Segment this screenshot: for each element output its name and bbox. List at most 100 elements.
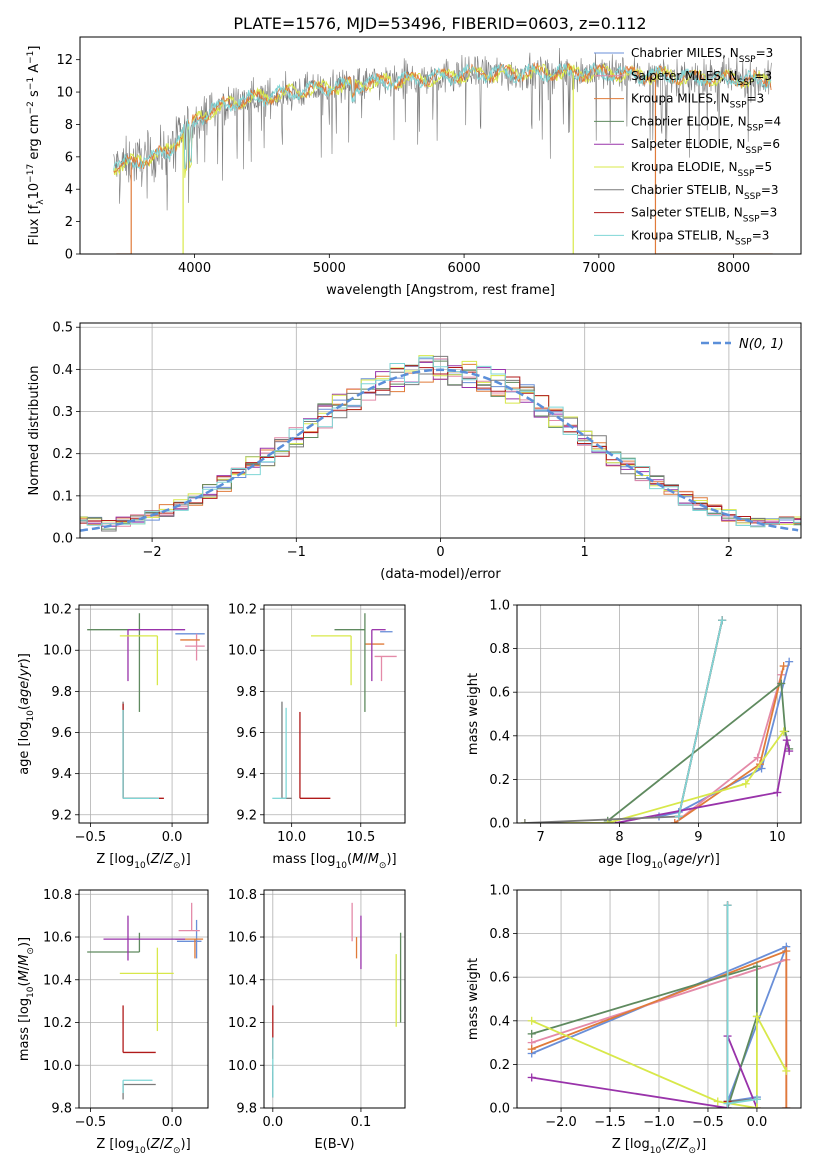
- y-axis-label: mass [log10(M/M⊙)]: [17, 937, 36, 1061]
- x-tick-label: −0.5: [75, 1115, 107, 1130]
- x-tick-label: −0.5: [692, 1115, 724, 1130]
- weight-series: [531, 1015, 788, 1108]
- residuals-panel: −2 −1 0 1 2 0.0 0.1 0.2 0.3 0.4 0.5 N(0, 1) (data-mo…: [27, 321, 802, 582]
- y-tick-label: 0.2: [489, 1058, 510, 1073]
- y-tick-label: 9.8: [236, 685, 257, 700]
- figure-title: PLATE=1576, MJD=53496, FIBERID=0603, z=0…: [233, 14, 646, 33]
- y-tick-label: 0.8: [489, 927, 510, 942]
- age_vs_Z-panel: −0.5 0.0 9.2 9.4 9.6 9.8 10.0 10.2 Z [log10(Z/Z⊙…: [17, 603, 209, 871]
- y-tick-label: 10.2: [43, 1016, 72, 1031]
- x-tick-label: −1.0: [643, 1115, 675, 1130]
- x-axis-label: (data-model)/error: [380, 567, 501, 582]
- x-tick-label: 10.5: [346, 830, 375, 845]
- y-tick-label: 0.0: [489, 1102, 510, 1117]
- y-tick-label: 0.4: [52, 363, 73, 378]
- x-tick-label: 6000: [448, 261, 481, 276]
- mass_vs_Z-marks: [87, 902, 204, 1100]
- mass_vs_ebv-marks: [272, 902, 402, 1098]
- x-tick-label: −2: [143, 545, 162, 560]
- legend-label: Chabrier STELIB, NSSP=3: [631, 183, 779, 202]
- y-tick-label: 10.0: [228, 644, 257, 659]
- y-axis-label: mass weight: [466, 958, 481, 1040]
- x-tick-label: 0.1: [351, 1115, 372, 1130]
- weight_vs_Z-marks: [527, 901, 791, 1108]
- weight-series: [524, 730, 785, 823]
- y-axis-label: Normed distribution: [27, 366, 42, 496]
- y-axis-label: mass weight: [466, 673, 481, 755]
- spectrum-panel: 4000 5000 6000 7000 8000 0 2 4 6 8 10 12 Chabrier MI…: [26, 36, 802, 298]
- y-tick-label: 10.8: [43, 888, 72, 903]
- y-tick-label: 9.4: [236, 767, 257, 782]
- y-tick-label: 10.4: [43, 973, 72, 988]
- x-tick-label: 10.0: [277, 830, 306, 845]
- legend-label: Salpeter ELODIE, NSSP=6: [631, 137, 780, 156]
- x-tick-label: −1: [287, 545, 306, 560]
- y-tick-label: 0.0: [489, 817, 510, 832]
- y-tick-label: 9.8: [236, 1102, 257, 1117]
- x-tick-label: −1.5: [594, 1115, 626, 1130]
- y-tick-label: 9.2: [236, 808, 257, 823]
- y-tick-label: 2: [65, 215, 73, 230]
- x-tick-label: 5000: [313, 261, 346, 276]
- legend-label: Chabrier MILES, NSSP=3: [631, 46, 773, 65]
- y-tick-label: 10.2: [228, 603, 257, 618]
- x-axis-label: Z [log10(Z/Z⊙)]: [96, 852, 190, 871]
- y-tick-label: 9.6: [236, 726, 257, 741]
- y-axis-label: age [log10(age/yr)]: [17, 653, 36, 775]
- y-tick-label: 0.8: [489, 642, 510, 657]
- histogram-series: [80, 365, 801, 525]
- y-tick-label: 6: [65, 150, 73, 165]
- x-tick-label: 2: [725, 545, 733, 560]
- y-tick-label: 10.2: [228, 1016, 257, 1031]
- x-tick-label: 0.0: [262, 1115, 283, 1130]
- y-tick-label: 8: [65, 118, 73, 133]
- weight-series: [531, 1035, 758, 1108]
- legend-label: Kroupa ELODIE, NSSP=5: [631, 160, 772, 179]
- y-tick-label: 0.3: [52, 405, 73, 420]
- y-tick-label: 0.2: [52, 447, 73, 462]
- x-tick-label: 0: [436, 545, 444, 560]
- y-tick-label: 4: [65, 183, 73, 198]
- axes-frame: [78, 604, 209, 824]
- x-tick-label: 8000: [717, 261, 750, 276]
- legend-label: N(0, 1): [739, 337, 784, 352]
- residuals-marks: [80, 355, 801, 532]
- x-axis-label: Z [log10(Z/Z⊙)]: [612, 1137, 706, 1156]
- y-tick-label: 10: [56, 86, 73, 101]
- x-axis-label: E(B-V): [314, 1137, 354, 1152]
- axes-frame: [263, 604, 406, 824]
- y-tick-label: 0.4: [489, 1014, 510, 1029]
- y-tick-label: 10.0: [43, 1059, 72, 1074]
- y-tick-label: 9.8: [51, 1102, 72, 1117]
- x-tick-label: −2.0: [545, 1115, 577, 1130]
- y-tick-label: 9.4: [51, 767, 72, 782]
- y-axis-label: Flux [fλ10−17 erg cm−2 s−1 A−1]: [26, 46, 46, 246]
- y-tick-label: 10.6: [228, 931, 257, 946]
- y-tick-label: 0.5: [52, 321, 73, 336]
- y-tick-label: 9.6: [51, 726, 72, 741]
- axes-frame: [78, 889, 209, 1109]
- y-tick-label: 9.8: [51, 685, 72, 700]
- weight-series: [615, 740, 791, 823]
- x-tick-label: 0.0: [747, 1115, 768, 1130]
- x-tick-label: 1: [581, 545, 589, 560]
- x-tick-label: 0.0: [162, 830, 183, 845]
- weight_vs_age-panel: 7 8 9 10 0.0 0.2 0.4 0.6 0.8 1.0 age [log10(age/yr…: [466, 599, 802, 871]
- y-tick-label: 0.6: [489, 686, 510, 701]
- y-tick-label: 10.6: [43, 931, 72, 946]
- axes-frame: [516, 604, 802, 824]
- x-axis-label: wavelength [Angstrom, rest frame]: [326, 283, 555, 298]
- x-tick-label: 0.0: [162, 1115, 183, 1130]
- x-axis-label: Z [log10(Z/Z⊙)]: [96, 1137, 190, 1156]
- x-axis-label: mass [log10(M/M⊙)]: [272, 852, 396, 871]
- x-tick-label: 9: [694, 830, 702, 845]
- x-tick-label: 8: [615, 830, 623, 845]
- age_vs_mass-marks: [272, 613, 397, 799]
- axes-frame: [79, 36, 802, 255]
- age_vs_Z-marks: [87, 613, 205, 799]
- y-tick-label: 9.2: [51, 808, 72, 823]
- y-tick-label: 1.0: [489, 884, 510, 899]
- y-tick-label: 1.0: [489, 599, 510, 614]
